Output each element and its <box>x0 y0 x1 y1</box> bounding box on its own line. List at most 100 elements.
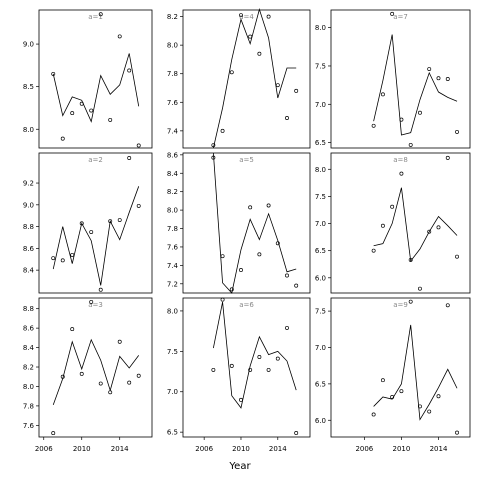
y-tick-label: 6.5 <box>315 139 326 147</box>
point <box>108 390 113 395</box>
point <box>108 117 113 122</box>
x-tick-label: 2006 <box>195 445 213 453</box>
panel-frame <box>182 152 311 294</box>
point <box>455 129 459 134</box>
x-tick-label: 2010 <box>73 445 91 453</box>
point <box>266 367 271 372</box>
point <box>211 143 216 148</box>
point <box>98 287 103 292</box>
point <box>239 397 243 402</box>
panel-frame <box>182 297 311 438</box>
y-tick-label: 9.0 <box>23 201 34 209</box>
point <box>294 283 299 288</box>
point <box>390 11 395 16</box>
y-tick-label: 8.6 <box>167 151 179 159</box>
point <box>136 143 141 148</box>
point <box>51 431 56 436</box>
point <box>89 108 94 113</box>
point <box>427 229 432 234</box>
point <box>211 367 216 372</box>
fit-line <box>52 338 140 406</box>
y-tick-label: 7.4 <box>167 262 179 270</box>
y-tick-label: 8.2 <box>23 364 34 372</box>
x-tick-label: 2006 <box>35 445 53 453</box>
point <box>380 378 385 383</box>
x-tick-label: 2014 <box>269 445 287 453</box>
y-tick-label: 7.6 <box>23 422 35 430</box>
point <box>108 219 113 224</box>
point <box>455 430 459 435</box>
panel-title: a=7 <box>393 13 408 21</box>
point <box>117 34 122 39</box>
fit-line <box>52 186 140 286</box>
point <box>257 355 262 359</box>
fit-line <box>52 53 140 123</box>
panel-title: a=8 <box>393 156 408 164</box>
point <box>229 363 234 368</box>
point <box>127 156 132 160</box>
point <box>390 204 395 209</box>
point <box>436 225 441 230</box>
point <box>408 142 413 147</box>
point <box>380 223 385 228</box>
y-tick-label: 7.8 <box>167 225 178 233</box>
panel-frame <box>38 297 153 438</box>
point <box>436 394 441 399</box>
x-axis-label: Year <box>228 461 251 472</box>
y-tick-label: 8.0 <box>167 42 178 50</box>
panel-title: a=9 <box>393 301 408 309</box>
point <box>70 327 75 332</box>
point <box>239 268 243 272</box>
fit-line <box>373 187 458 262</box>
y-tick-label: 8.0 <box>315 24 326 32</box>
panel-title: a=4 <box>239 13 254 21</box>
point <box>60 374 65 379</box>
y-tick-label: 6.0 <box>315 417 326 425</box>
y-tick-label: 8.0 <box>315 166 326 174</box>
point <box>275 241 280 246</box>
point <box>427 67 432 71</box>
y-tick-label: 8.2 <box>167 188 178 196</box>
point <box>70 252 75 257</box>
y-tick-label: 7.0 <box>315 344 326 352</box>
panel-frame <box>330 297 471 438</box>
point <box>418 404 422 409</box>
point <box>98 381 103 386</box>
panel-title: a=3 <box>88 301 103 309</box>
point <box>89 299 94 304</box>
y-tick-label: 8.0 <box>23 126 34 134</box>
fit-line <box>212 8 297 149</box>
y-tick-label: 7.2 <box>167 280 178 288</box>
point <box>399 389 404 394</box>
y-tick-label: 7.0 <box>167 388 178 396</box>
point <box>79 101 84 106</box>
panel-frame <box>38 152 153 294</box>
point <box>445 77 450 81</box>
y-tick-label: 6.5 <box>167 429 178 437</box>
point <box>220 128 225 133</box>
point <box>445 303 450 308</box>
y-tick-label: 8.4 <box>23 267 35 275</box>
point <box>266 203 271 208</box>
point <box>371 412 376 417</box>
y-tick-label: 8.0 <box>167 207 178 215</box>
point <box>436 76 441 81</box>
point <box>248 367 253 372</box>
point <box>51 71 56 76</box>
point <box>455 254 459 259</box>
y-tick-label: 6.5 <box>315 247 326 255</box>
point <box>60 136 65 141</box>
point <box>445 155 450 160</box>
point <box>51 256 56 261</box>
point <box>136 373 141 378</box>
point <box>98 12 103 17</box>
point <box>427 409 432 414</box>
panel-title: a=2 <box>88 156 103 164</box>
point <box>408 257 413 262</box>
point <box>418 110 422 115</box>
y-tick-label: 9.2 <box>23 180 34 188</box>
point <box>220 254 225 259</box>
y-tick-label: 7.0 <box>315 220 326 228</box>
x-tick-label: 2014 <box>111 445 129 453</box>
